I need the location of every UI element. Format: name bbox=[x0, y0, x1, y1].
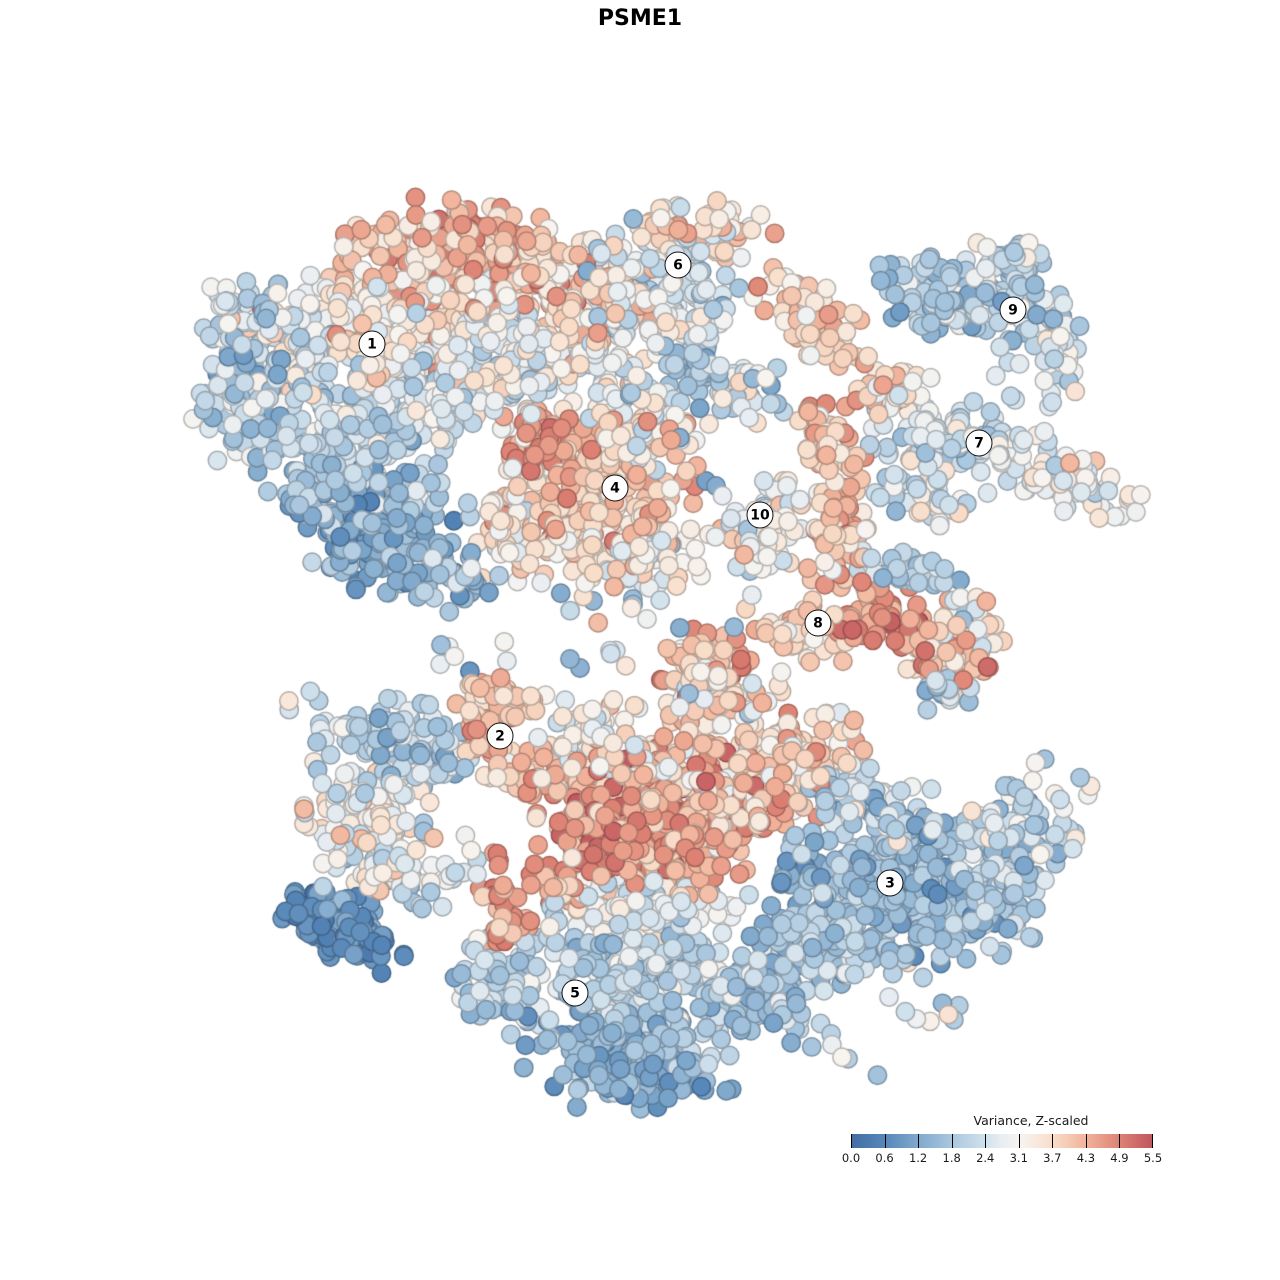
cluster-label-6: 6 bbox=[664, 251, 692, 279]
colorbar-tick-label: 0.6 bbox=[875, 1151, 894, 1165]
colorbar-tick-label: 4.3 bbox=[1076, 1151, 1096, 1165]
cluster-label-5: 5 bbox=[561, 979, 589, 1007]
colorbar-tick-line bbox=[851, 1134, 852, 1148]
colorbar-tick-line bbox=[1119, 1134, 1121, 1148]
colorbar-tick-line bbox=[884, 1134, 886, 1148]
cluster-label-8: 8 bbox=[804, 609, 832, 637]
cluster-label-9: 9 bbox=[999, 296, 1027, 324]
colorbar-tick-label: 0.0 bbox=[841, 1151, 861, 1165]
colorbar-tick-line bbox=[918, 1134, 920, 1148]
colorbar-tick-line bbox=[1085, 1134, 1087, 1148]
cluster-label-10: 10 bbox=[746, 501, 774, 529]
colorbar-gradient bbox=[851, 1134, 1153, 1148]
colorbar-tick-label: 3.1 bbox=[1009, 1151, 1028, 1165]
colorbar-tick-label: 1.2 bbox=[908, 1151, 928, 1165]
colorbar-tick-label: 2.4 bbox=[976, 1151, 995, 1165]
colorbar-legend: Variance, Z-scaled 0.0 0.6 1.2 1.8 2.4 3.1 3.7… bbox=[842, 1113, 1162, 1167]
colorbar-tick-line bbox=[951, 1134, 953, 1148]
colorbar-tick-label: 1.8 bbox=[942, 1151, 961, 1165]
colorbar-tick-line bbox=[1018, 1134, 1020, 1148]
cluster-label-1: 1 bbox=[358, 330, 386, 358]
colorbar-tick-labels: 0.0 0.6 1.2 1.8 2.4 3.1 3.7 4.3 4.9 5.5 bbox=[842, 1151, 1162, 1167]
colorbar-tick-line bbox=[1052, 1134, 1054, 1148]
colorbar-tick-label: 4.9 bbox=[1110, 1151, 1129, 1165]
cluster-label-2: 2 bbox=[486, 722, 514, 750]
colorbar-tick-line bbox=[1152, 1134, 1153, 1148]
colorbar-tick-label: 5.5 bbox=[1143, 1151, 1163, 1165]
colorbar-tick-label: 3.7 bbox=[1043, 1151, 1062, 1165]
colorbar-tick-line bbox=[985, 1134, 987, 1148]
cluster-label-4: 4 bbox=[601, 474, 629, 502]
cluster-label-7: 7 bbox=[965, 429, 993, 457]
cluster-label-3: 3 bbox=[876, 869, 904, 897]
legend-title: Variance, Z-scaled bbox=[973, 1113, 1089, 1128]
